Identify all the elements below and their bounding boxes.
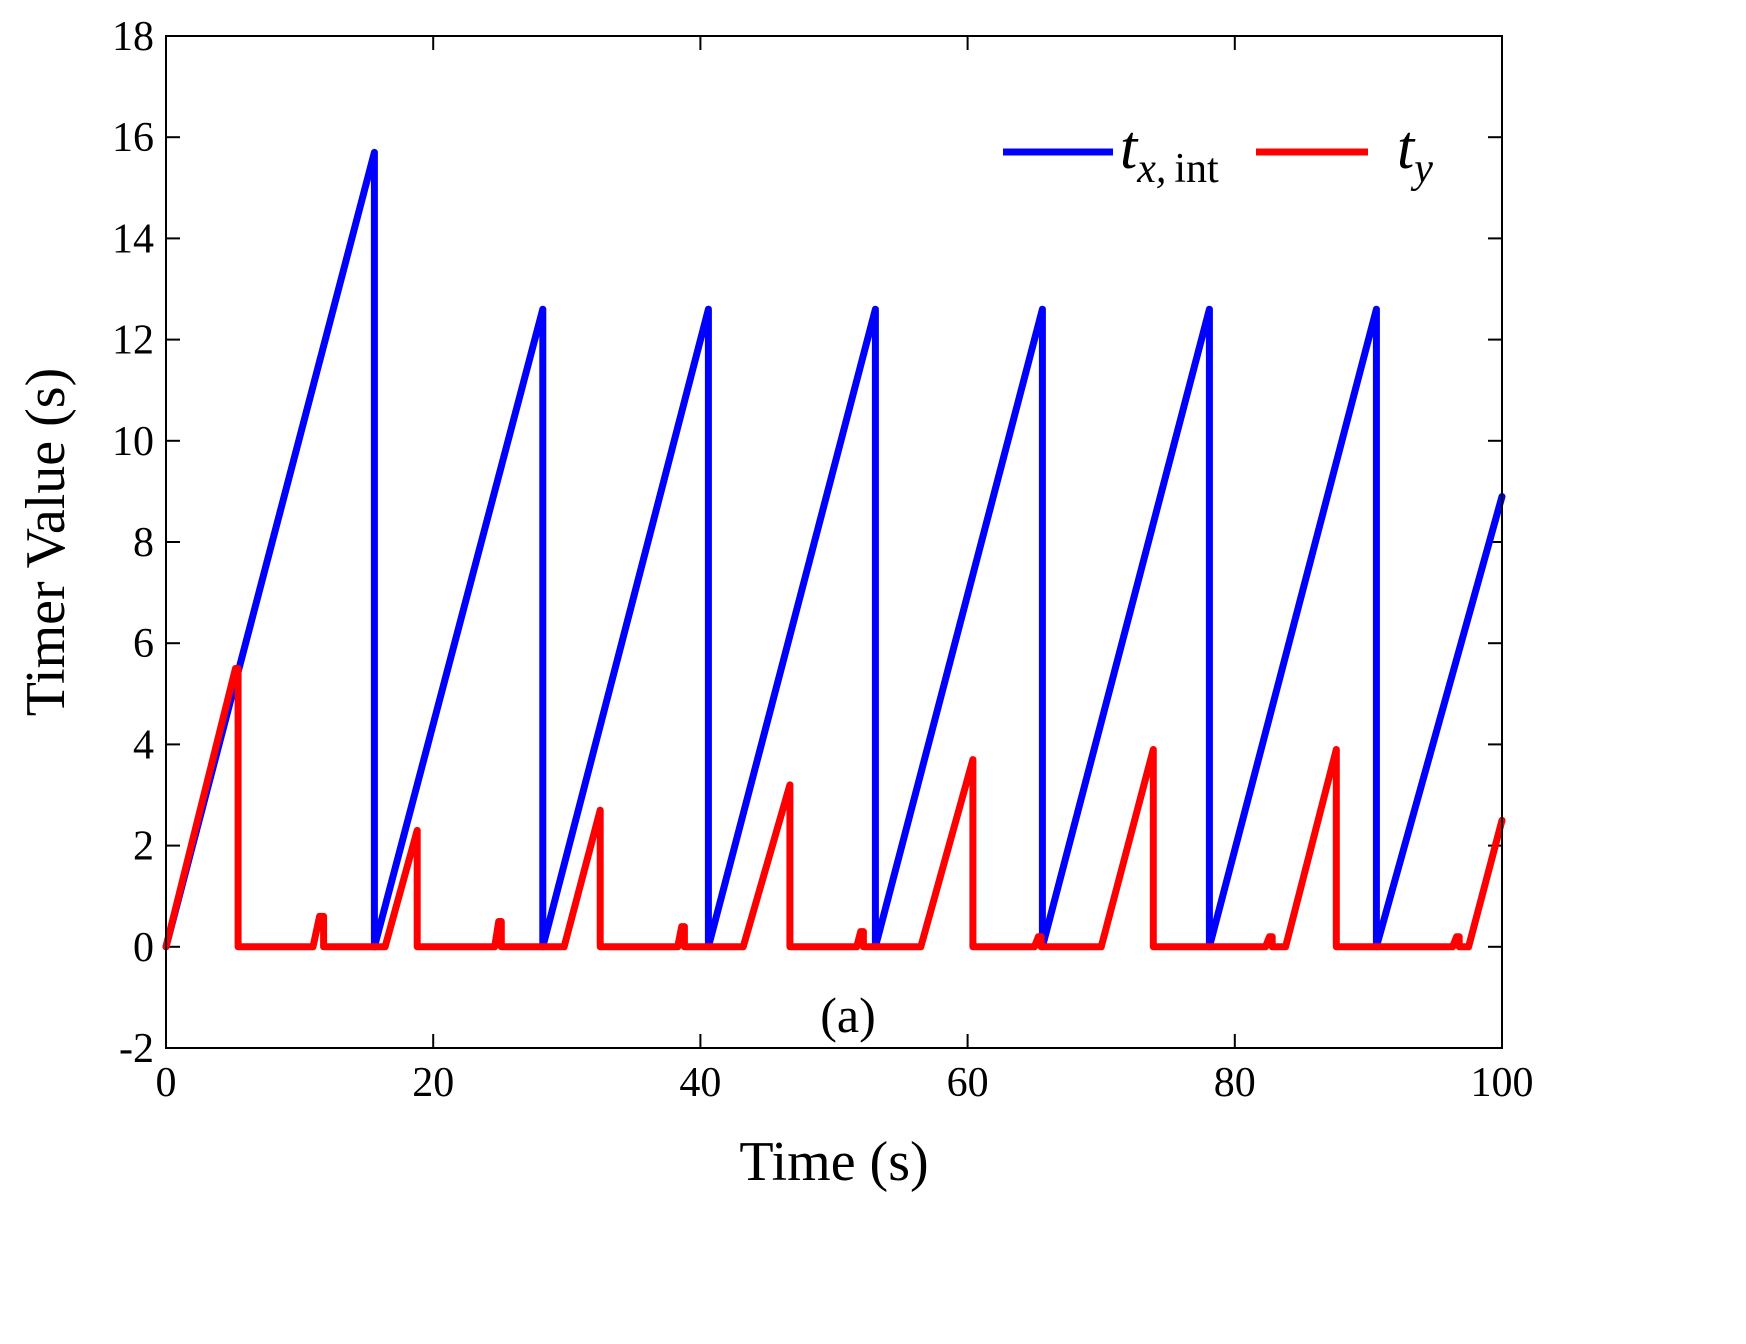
y-tick-label: 12 — [112, 318, 154, 364]
legend-label-ty: ty — [1397, 114, 1433, 192]
legend: tx, int ty — [1003, 114, 1433, 192]
legend-sub-tx: x, — [1136, 146, 1166, 192]
y-tick-label: 2 — [133, 824, 154, 870]
legend-label-tx-int: tx, int — [1120, 114, 1219, 192]
y-axis-title: Timer Value (s) — [15, 368, 77, 716]
series-layer — [162, 148, 1506, 951]
y-tick-label: 8 — [133, 520, 154, 566]
y-tick-label: 18 — [112, 14, 154, 60]
x-tick-label: 0 — [156, 1060, 177, 1106]
y-tick-label: 14 — [112, 216, 154, 262]
y-tick-label: 16 — [112, 115, 154, 161]
x-tick-label: 100 — [1471, 1060, 1534, 1106]
y-tick-label: 10 — [112, 419, 154, 465]
x-tick-label: 20 — [412, 1060, 454, 1106]
legend-sub-ty: y — [1410, 146, 1433, 192]
legend-sub2-tx: int — [1174, 146, 1219, 192]
y-tick-label: 4 — [133, 722, 154, 768]
series-line-tx-int — [162, 148, 1506, 951]
panel-label: (a) — [820, 987, 876, 1043]
x-tick-label: 60 — [947, 1060, 989, 1106]
x-tick-label: 80 — [1214, 1060, 1256, 1106]
legend-main-ty: t — [1397, 114, 1416, 182]
series-line-ty — [162, 665, 1506, 951]
y-tick-label: -2 — [119, 1026, 154, 1072]
y-tick-label: 6 — [133, 621, 154, 667]
plot-frame — [165, 35, 1503, 1049]
legend-main-tx: t — [1120, 114, 1139, 182]
x-axis-title: Time (s) — [739, 1131, 928, 1193]
y-tick-label: 0 — [133, 925, 154, 971]
x-tick-label: 40 — [679, 1060, 721, 1106]
